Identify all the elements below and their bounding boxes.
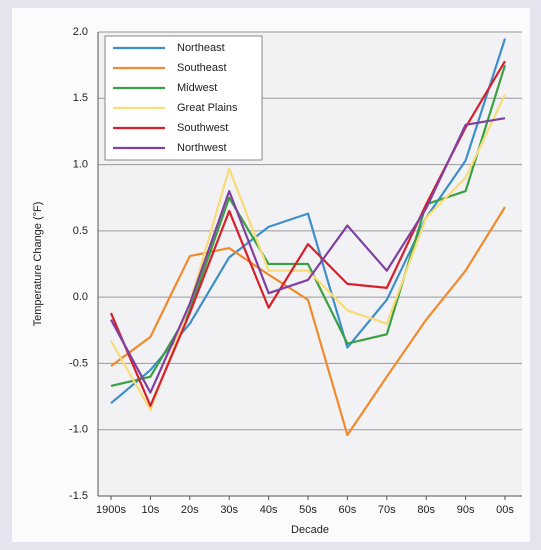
y-tick-label: -0.5 (69, 357, 88, 369)
x-tick-label: 00s (496, 504, 514, 516)
y-tick-label: 1.5 (73, 92, 88, 104)
y-tick-label: 2.0 (73, 26, 88, 38)
legend-label: Northeast (177, 42, 225, 54)
y-axis-label: Temperature Change (°F) (32, 202, 44, 327)
x-tick-label: 70s (378, 504, 396, 516)
series-line (110, 206, 506, 437)
y-tick-label: -1.0 (69, 424, 88, 436)
x-tick-label: 30s (220, 504, 238, 516)
x-tick-label: 1900s (96, 504, 126, 516)
y-tick-label: 1.0 (73, 158, 88, 170)
legend-box (104, 35, 263, 161)
legend-label: Northwest (177, 142, 227, 154)
x-tick-label: 20s (181, 504, 199, 516)
series-line (110, 117, 506, 394)
x-tick-label: 60s (339, 504, 357, 516)
x-axis-label: Decade (291, 524, 329, 536)
x-tick-label: 90s (457, 504, 475, 516)
x-tick-label: 10s (142, 504, 160, 516)
legend-label: Midwest (177, 82, 217, 94)
x-tick-label: 80s (417, 504, 435, 516)
series-line (110, 93, 506, 411)
legend-label: Southeast (177, 62, 227, 74)
x-tick-label: 50s (299, 504, 317, 516)
x-tick-label: 40s (260, 504, 278, 516)
legend-label: Southwest (177, 122, 228, 134)
y-tick-label: -1.5 (69, 490, 88, 502)
y-tick-label: 0.0 (73, 291, 88, 303)
legend-label: Great Plains (177, 102, 238, 114)
y-tick-label: 0.5 (73, 225, 88, 237)
